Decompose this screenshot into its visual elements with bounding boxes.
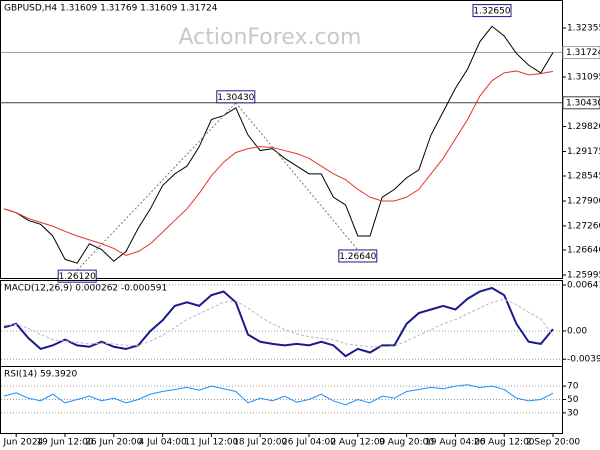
y-tick-label: -0.003938 [567, 355, 600, 365]
x-tick-label: 9 Aug 20:00 [379, 438, 434, 448]
y-tick-label: 1.27900 [567, 197, 600, 207]
panel-title: GBPUSD,H4 1.31609 1.31769 1.31609 1.3172… [4, 4, 218, 14]
x-tick-label: 26 Jul 04:00 [282, 438, 336, 448]
annotation-box [216, 90, 256, 104]
y-tick-label: 1.26640 [567, 245, 600, 255]
y-tick-label: 1.31095 [567, 72, 600, 82]
y-tick-label: 70 [567, 382, 579, 392]
x-tick-label: 19 Aug 04:00 [425, 438, 486, 448]
y-tick-label: 50 [567, 395, 579, 405]
y-tick-label: 0.006413 [567, 280, 600, 290]
annotation-label: 1.26640 [339, 252, 376, 262]
annotation-label: 1.30430 [217, 93, 254, 103]
x-tick-label: 26 Aug 12:00 [474, 438, 535, 448]
annotation-label: 1.32650 [473, 7, 510, 17]
series-line [3, 25, 554, 264]
x-tick-label: 4 Jul 04:00 [138, 438, 187, 448]
y-tick-label: 0.00 [567, 326, 587, 336]
y-tick-label: 1.29175 [567, 147, 600, 157]
series-line [3, 70, 554, 256]
y-tick-label: 1.28545 [567, 171, 600, 181]
trend-line [76, 102, 237, 271]
x-tick-label: 26 Jun 20:00 [85, 438, 142, 448]
annotation-box [338, 249, 378, 263]
series-line [3, 384, 554, 406]
x-tick-label: 18 Jul 20:00 [233, 438, 287, 448]
watermark: ActionForex.com [179, 25, 362, 50]
y-tick-label: 1.32355 [567, 24, 600, 34]
panel-frame [0, 0, 563, 279]
y-tick-label: 1.27260 [567, 221, 600, 231]
y-tick-label: 1.25995 [567, 271, 600, 281]
series-line [3, 286, 554, 358]
price-label-box [562, 96, 600, 110]
price-label-box [562, 46, 600, 60]
panel-title: RSI(14) 59.3920 [4, 370, 77, 380]
x-tick-label: 11 Jul 12:00 [184, 438, 238, 448]
x-tick-label: 19 Jun 12:00 [36, 438, 93, 448]
annotation-label: 1.26120 [59, 272, 96, 282]
x-tick-label: 12 Jun 2024 [0, 438, 44, 448]
series-line [3, 298, 554, 348]
price-label: 1.31724 [566, 48, 600, 58]
x-tick-label: 2 Sep 20:00 [526, 438, 581, 448]
y-tick-label: 30 [567, 408, 579, 418]
price-label: 1.30430 [566, 98, 600, 108]
x-tick-label: 2 Aug 12:00 [330, 438, 385, 448]
annotation-box [57, 269, 97, 283]
panel-title: MACD(12,26,9) 0.000262 -0.000591 [4, 284, 167, 294]
annotation-box [472, 4, 512, 18]
y-tick-label: 1.29820 [567, 122, 600, 132]
